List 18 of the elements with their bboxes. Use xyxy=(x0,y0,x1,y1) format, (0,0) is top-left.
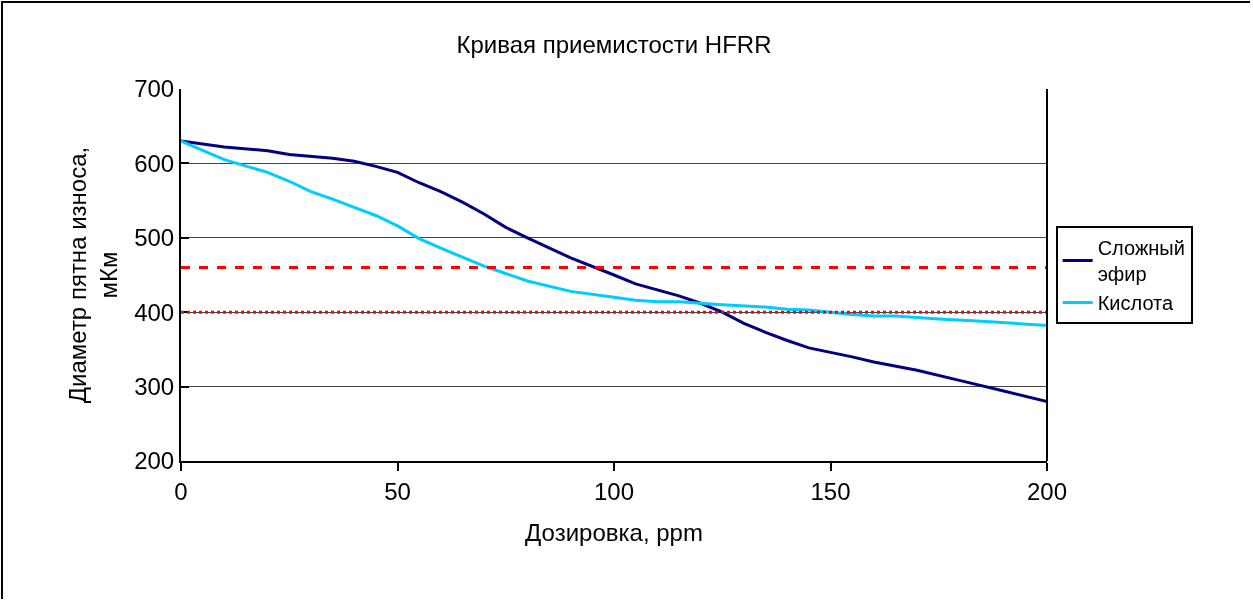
line-series xyxy=(181,139,1047,328)
x-tick-label: 0 xyxy=(174,477,188,505)
line-series xyxy=(181,139,1047,403)
chart-title: Кривая приемистости HFRR xyxy=(456,31,772,59)
x-tick-label: 50 xyxy=(384,477,411,505)
y-tick-label: 400 xyxy=(134,298,175,326)
x-tick-label: 200 xyxy=(1026,477,1068,505)
y-tick-label: 500 xyxy=(134,224,175,252)
x-tick-label: 100 xyxy=(593,477,635,505)
x-axis-title: Дозировка, ppm xyxy=(525,518,703,546)
x-tick-label: 150 xyxy=(810,477,851,505)
legend-label: Кислота xyxy=(1097,292,1174,315)
y-tick-label: 700 xyxy=(134,75,175,103)
legend-label: Сложный эфир xyxy=(1097,237,1185,286)
y-tick-label: 200 xyxy=(134,447,175,475)
y-axis-title: Диаметр пятна износа, мКм xyxy=(63,146,122,404)
y-tick-label: 600 xyxy=(134,149,175,177)
y-tick-label: 300 xyxy=(134,373,175,400)
